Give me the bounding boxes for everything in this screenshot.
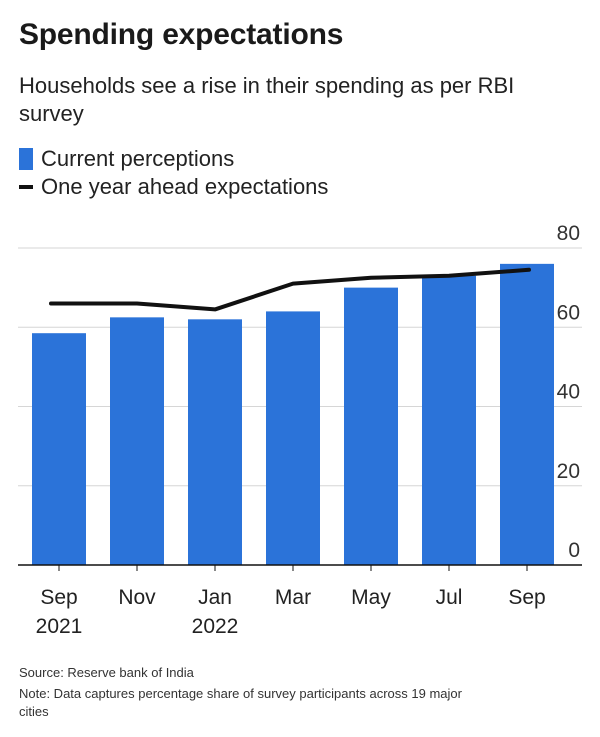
source-note: Source: Reserve bank of India [19,665,194,680]
x-tick-label: Mar [275,586,311,609]
legend-item-expectations: One year ahead expectations [19,173,328,201]
legend-label-expectations: One year ahead expectations [41,174,329,199]
legend-item-current: Current perceptions [19,145,328,173]
chart-subtitle: Households see a rise in their spending … [19,73,515,126]
y-tick-label: 20 [557,460,580,483]
x-tick-label: May [351,586,391,609]
legend-swatch-bar [19,148,33,170]
legend-swatch-line [19,185,33,189]
expectations-line [49,267,531,312]
bar [266,311,320,565]
legend-label-current: Current perceptions [41,146,235,171]
bar [422,275,476,565]
bar [188,319,242,565]
legend: Current perceptions One year ahead expec… [19,145,328,201]
y-tick-label: 80 [557,222,580,245]
data-note: Note: Data captures percentage share of … [19,686,462,719]
x-tick-label: 2021 [36,615,83,638]
y-tick-label: 40 [557,381,580,404]
chart-title: Spending expectations [19,18,344,51]
x-tick-label: Sep [508,586,545,609]
x-tick-label: Jan [198,586,232,609]
y-tick-label: 0 [568,539,580,562]
bar [500,263,554,565]
bar [344,287,398,565]
bar [32,333,86,565]
x-tick-label: Nov [118,586,156,609]
x-tick-label: Jul [436,586,463,609]
bar [110,317,164,565]
x-tick-label: 2022 [192,615,239,638]
y-tick-label: 60 [557,301,580,324]
x-tick-label: Sep [40,586,77,609]
